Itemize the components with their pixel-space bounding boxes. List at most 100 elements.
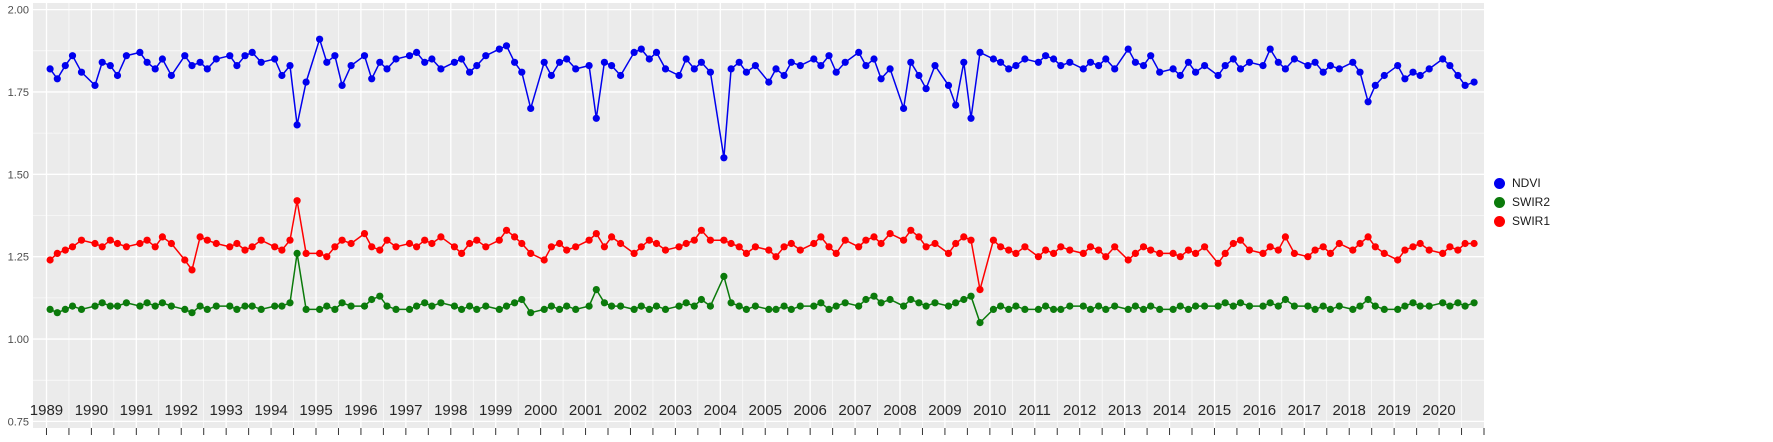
- SWIR1-point: [437, 233, 445, 241]
- SWIR2-point: [944, 302, 953, 310]
- SWIR1-point: [278, 246, 286, 254]
- SWIR1-point: [1425, 246, 1433, 254]
- NDVI-point: [720, 154, 728, 162]
- SWIR2-point: [555, 305, 564, 313]
- NDVI-point: [682, 55, 690, 63]
- SWIR2-point: [1021, 305, 1029, 313]
- SWIR2-point: [1050, 305, 1058, 313]
- NDVI-point: [368, 75, 376, 83]
- SWIR1-point: [720, 236, 728, 244]
- NDVI-point: [241, 52, 249, 60]
- SWIR2-point: [862, 295, 870, 304]
- SWIR1-point: [77, 236, 86, 244]
- SWIR2-point: [1470, 299, 1478, 307]
- SWIR1-point: [1259, 249, 1267, 257]
- NDVI-point: [360, 52, 369, 60]
- SWIR2-point: [1034, 305, 1042, 313]
- SWIR2-point: [1371, 302, 1379, 310]
- SWIR2-point: [931, 299, 939, 307]
- NDVI-point: [1349, 58, 1357, 66]
- SWIR2-point: [787, 305, 795, 313]
- x-axis-label: 2019: [1377, 402, 1410, 419]
- SWIR1-point: [383, 236, 391, 244]
- y-axis-label: 1.50: [8, 169, 29, 181]
- SWIR2-point: [458, 305, 466, 313]
- SWIR1-point: [1042, 246, 1050, 254]
- SWIR1-point: [136, 239, 144, 248]
- NDVI-point: [212, 55, 220, 63]
- NDVI-point: [421, 58, 429, 66]
- NDVI-point: [323, 58, 331, 66]
- SWIR2-point: [1169, 305, 1177, 313]
- x-axis-label: 2012: [1063, 402, 1096, 419]
- NDVI-point: [226, 52, 234, 60]
- SWIR1-point: [547, 243, 556, 251]
- NDVI-point: [563, 55, 571, 63]
- swir1-legend-dot-icon: [1494, 215, 1505, 227]
- SWIR1-point: [527, 249, 535, 257]
- legend-item-ndvi: NDVI: [1494, 176, 1550, 190]
- SWIR1-point: [1326, 249, 1334, 257]
- SWIR2-point: [637, 302, 645, 310]
- NDVI-point: [413, 48, 421, 57]
- SWIR2-point: [976, 319, 984, 327]
- SWIR1-point: [143, 236, 151, 244]
- SWIR1-point: [1156, 249, 1164, 257]
- SWIR1-point: [151, 243, 159, 251]
- SWIR1-point: [915, 233, 923, 241]
- SWIR1-point: [360, 230, 369, 238]
- SWIR2-point: [392, 305, 400, 313]
- y-axis-labels: 2.00 1.75 1.50 1.25 1.00 0.75: [8, 5, 29, 429]
- NDVI-point: [46, 65, 54, 73]
- SWIR1-point: [1335, 239, 1343, 248]
- SWIR2-point: [46, 305, 54, 313]
- SWIR1-point: [817, 233, 825, 241]
- SWIR1-point: [286, 236, 294, 244]
- NDVI-point: [675, 71, 683, 80]
- NDVI-point: [997, 58, 1005, 66]
- NDVI-point: [1416, 71, 1424, 80]
- SWIR1-point: [91, 239, 99, 248]
- ndvi-legend-dot-icon: [1494, 177, 1505, 189]
- NDVI-point: [1184, 58, 1192, 66]
- NDVI-point: [482, 52, 490, 60]
- SWIR2-point: [347, 302, 355, 310]
- SWIR1-point: [188, 266, 196, 274]
- NDVI-point: [1147, 52, 1155, 60]
- SWIR2-point: [1012, 302, 1020, 310]
- SWIR1-point: [113, 239, 122, 248]
- SWIR2-point: [735, 302, 743, 310]
- SWIR2-point: [997, 302, 1005, 310]
- NDVI-point: [1111, 65, 1119, 73]
- NDVI-point: [922, 85, 930, 93]
- SWIR1-point: [1034, 253, 1042, 261]
- series-SWIR2: [46, 249, 1478, 327]
- SWIR2-point: [697, 295, 706, 304]
- SWIR1-point: [1139, 243, 1148, 251]
- NDVI-point: [617, 71, 625, 80]
- SWIR2-point: [302, 305, 310, 313]
- SWIR1-point: [600, 243, 609, 251]
- SWIR1-point: [323, 253, 331, 261]
- SWIR1-point: [592, 230, 600, 238]
- NDVI-point: [136, 48, 144, 57]
- x-axis-label: 2009: [928, 402, 961, 419]
- x-axis-label: 2014: [1153, 402, 1186, 419]
- SWIR2-point: [915, 299, 923, 307]
- NDVI-point: [473, 62, 481, 70]
- NDVI-point: [1274, 58, 1282, 66]
- SWIR1-point: [540, 256, 548, 264]
- y-axis-label: 1.75: [8, 87, 29, 99]
- SWIR2-point: [1401, 302, 1409, 310]
- NDVI-point: [302, 78, 310, 86]
- NDVI-point: [1124, 45, 1132, 53]
- NDVI-point: [735, 58, 743, 66]
- NDVI-point: [960, 58, 968, 66]
- SWIR2-point: [810, 302, 818, 310]
- SWIR2-point: [645, 305, 653, 313]
- SWIR1-point: [862, 236, 870, 244]
- NDVI-point: [510, 58, 519, 66]
- SWIR1-point: [428, 239, 436, 248]
- SWIR1-point: [53, 249, 61, 257]
